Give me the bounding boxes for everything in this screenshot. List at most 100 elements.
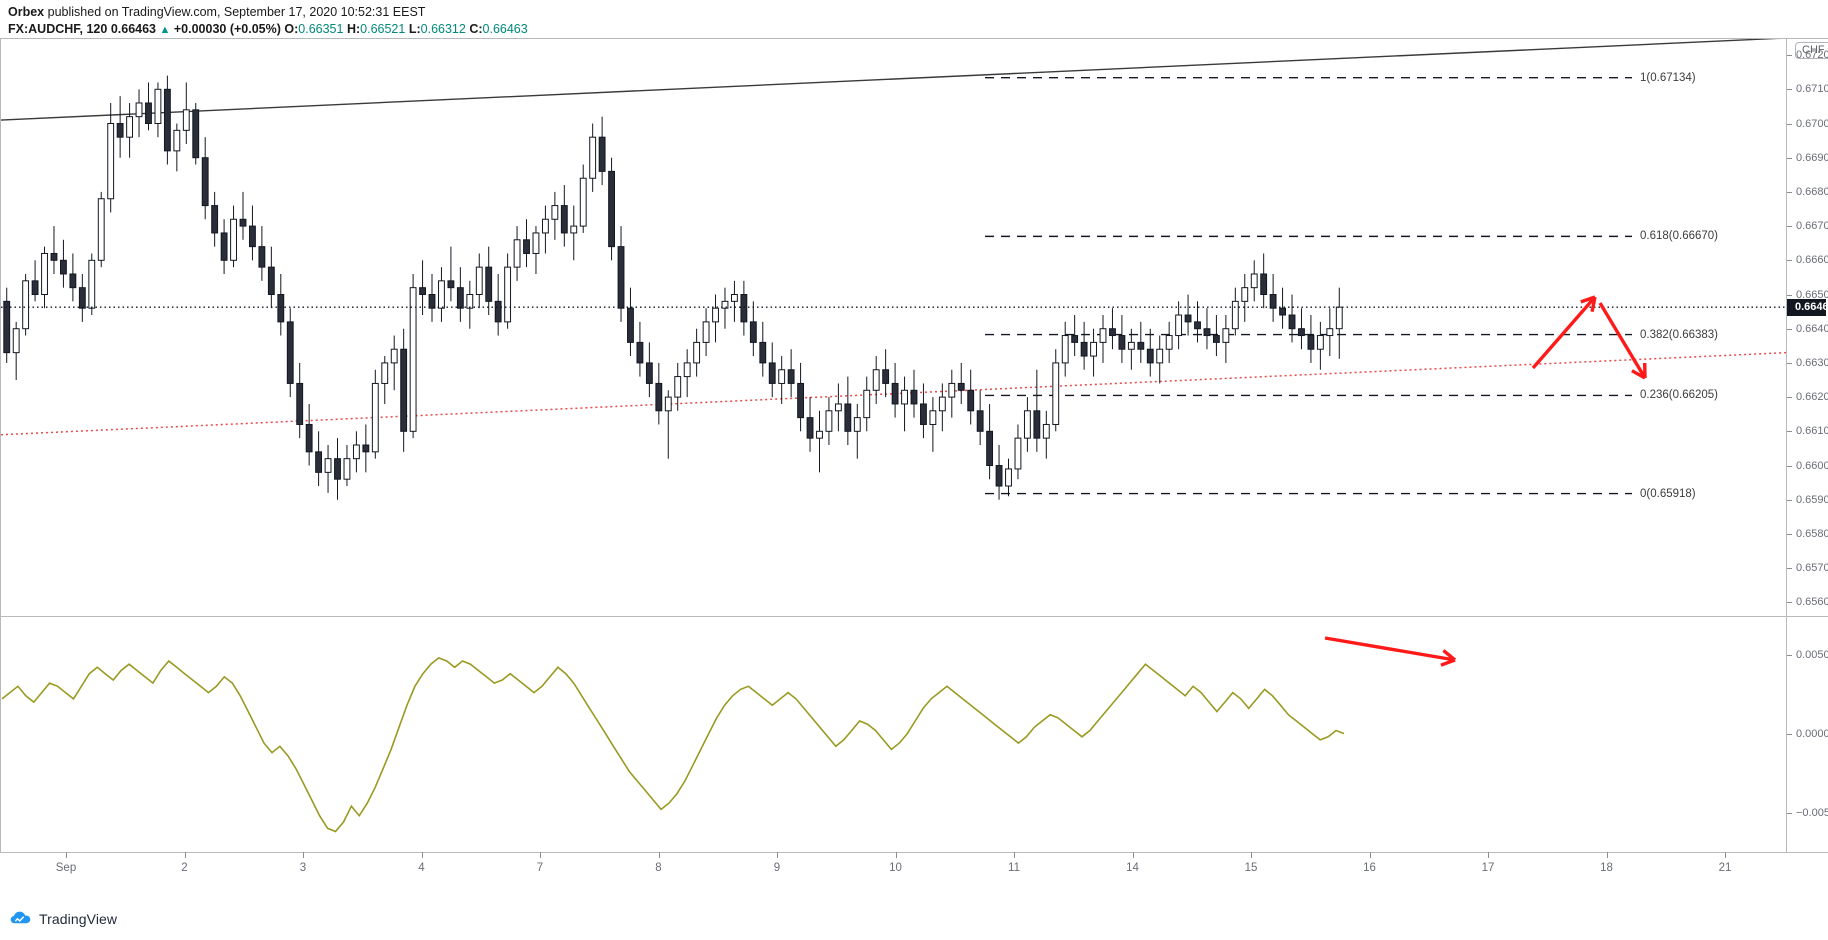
resistance-trendline xyxy=(0,38,1786,121)
candle-body-down xyxy=(1288,314,1296,330)
candle-body-up xyxy=(343,458,351,480)
price-pane-bottom-border xyxy=(0,616,1828,617)
candle-body-down xyxy=(967,389,975,412)
candle-body-up xyxy=(438,280,445,309)
candle-body-down xyxy=(891,382,899,405)
candle-body-up xyxy=(816,430,823,439)
candle-body-up xyxy=(1231,300,1239,330)
candle-body-down xyxy=(192,109,200,159)
candle-body-up xyxy=(135,102,143,118)
candle-body-down xyxy=(145,102,152,125)
time-axis-tick-mark xyxy=(1251,852,1252,858)
time-axis-tick-mark xyxy=(1132,852,1134,858)
candle-body-down xyxy=(1146,348,1154,364)
oscillator-pane[interactable] xyxy=(0,620,1786,852)
time-axis-tick-label: 7 xyxy=(536,862,544,874)
candle-body-up xyxy=(1250,273,1258,289)
price-axis-tick-mark xyxy=(1787,533,1792,535)
candle-body-down xyxy=(787,369,795,384)
candle-body-up xyxy=(41,252,48,296)
candle-body-up xyxy=(466,294,474,309)
candle-body-down xyxy=(400,348,408,432)
time-axis-tick-label: 15 xyxy=(1244,862,1258,874)
publish-info: published on TradingView.com, September … xyxy=(47,5,426,19)
time-axis[interactable]: Sep 2 3 4 7 8 9 10 11 14 15 16 17 18 21 xyxy=(0,852,1828,888)
candle-body-down xyxy=(759,341,767,364)
candle-body-up xyxy=(834,403,842,412)
candle-body-up xyxy=(664,396,672,412)
candle-body-up xyxy=(1326,328,1334,337)
tradingview-brand-name: TradingView xyxy=(39,911,118,927)
candle-body-up xyxy=(825,410,833,432)
candle-body-up xyxy=(1052,362,1060,425)
price-axis-tick-mark xyxy=(1787,191,1792,193)
candle-body-down xyxy=(1184,314,1192,323)
price-axis-tick-mark xyxy=(1787,568,1792,570)
time-axis-tick-mark xyxy=(777,852,778,858)
candle-body-up xyxy=(513,239,521,268)
candle-body-down xyxy=(239,218,247,227)
chart-header: Orbex published on TradingView.com, Sept… xyxy=(8,4,1008,38)
price-axis-tick-mark xyxy=(1787,397,1792,399)
candle-body-up xyxy=(778,369,786,384)
time-axis-tick-mark xyxy=(66,852,67,858)
price-axis-tick-mark xyxy=(1787,226,1792,228)
candle-body-up xyxy=(1090,341,1097,357)
price-axis-tick-mark xyxy=(1787,602,1792,604)
candle-body-down xyxy=(560,205,568,234)
candle-body-up xyxy=(1316,335,1324,350)
candle-body-down xyxy=(1033,410,1041,439)
candle-body-down xyxy=(1137,341,1145,350)
symbol-label[interactable]: FX:AUDCHF, 120 xyxy=(8,22,108,36)
candle-body-down xyxy=(1203,328,1211,337)
time-axis-tick-mark xyxy=(658,852,660,858)
candle-body-down xyxy=(428,294,436,309)
time-axis-tick-mark xyxy=(421,852,423,858)
candle-body-down xyxy=(305,423,313,453)
price-chart-pane[interactable] xyxy=(0,38,1786,616)
time-axis-tick-mark xyxy=(1014,852,1015,858)
current-price-tag: 0.66463 xyxy=(1787,299,1828,317)
candle-body-up xyxy=(863,389,871,419)
candle-body-up xyxy=(1241,287,1249,302)
candle-body-up xyxy=(12,328,20,354)
candle-body-up xyxy=(126,116,134,138)
candle-body-down xyxy=(617,246,625,309)
tradingview-branding: TradingView xyxy=(10,910,117,928)
oscillator-axis-tick-mark xyxy=(1787,733,1792,735)
price-axis-left-border xyxy=(1786,38,1787,852)
candle-body-down xyxy=(598,136,606,172)
candle-body-up xyxy=(1165,335,1173,350)
candle-body-down xyxy=(1118,335,1126,350)
candle-body-down xyxy=(258,246,266,268)
candle-body-up xyxy=(173,129,181,152)
open-value: 0.66351 xyxy=(298,22,344,36)
price-axis-tick-mark xyxy=(1787,362,1792,364)
oscillator-divergence-arrow-head-a xyxy=(1440,658,1456,667)
candle-body-down xyxy=(986,430,994,467)
candle-body-up xyxy=(589,136,597,179)
candle-body-down xyxy=(31,280,39,296)
candle-body-down xyxy=(494,300,502,323)
candle-body-down xyxy=(976,410,984,432)
price-change-percent: (+0.05%) xyxy=(229,22,281,36)
time-axis-tick-label: 18 xyxy=(1600,862,1613,874)
time-axis-tick-mark xyxy=(1725,852,1726,858)
candle-body-down xyxy=(523,239,530,254)
candle-body-down xyxy=(740,294,748,323)
candle-body-down xyxy=(211,205,219,234)
chart-left-border xyxy=(0,38,1,852)
price-axis-tick-mark xyxy=(1787,89,1792,91)
candle-body-up xyxy=(1014,437,1022,470)
